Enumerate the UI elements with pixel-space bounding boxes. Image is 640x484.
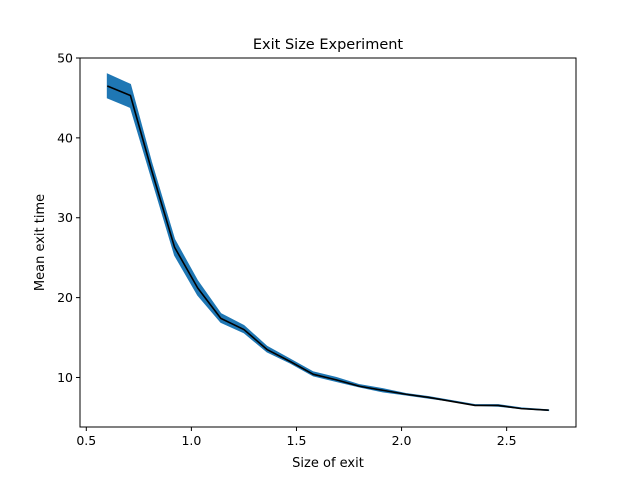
- x-tick-label: 1.0: [181, 433, 201, 448]
- y-axis-label: Mean exit time: [33, 194, 48, 291]
- x-axis-label: Size of exit: [292, 456, 364, 471]
- y-tick-label: 50: [57, 51, 73, 66]
- x-tick-label: 2.0: [392, 433, 412, 448]
- x-tick-label: 2.5: [497, 433, 517, 448]
- y-tick-label: 10: [57, 370, 73, 385]
- x-tick-label: 0.5: [76, 433, 96, 448]
- x-tick-label: 1.5: [287, 433, 307, 448]
- y-tick-label: 20: [57, 290, 73, 305]
- y-tick-label: 30: [57, 210, 73, 225]
- y-tick-label: 40: [57, 130, 73, 145]
- chart-title: Exit Size Experiment: [253, 37, 404, 53]
